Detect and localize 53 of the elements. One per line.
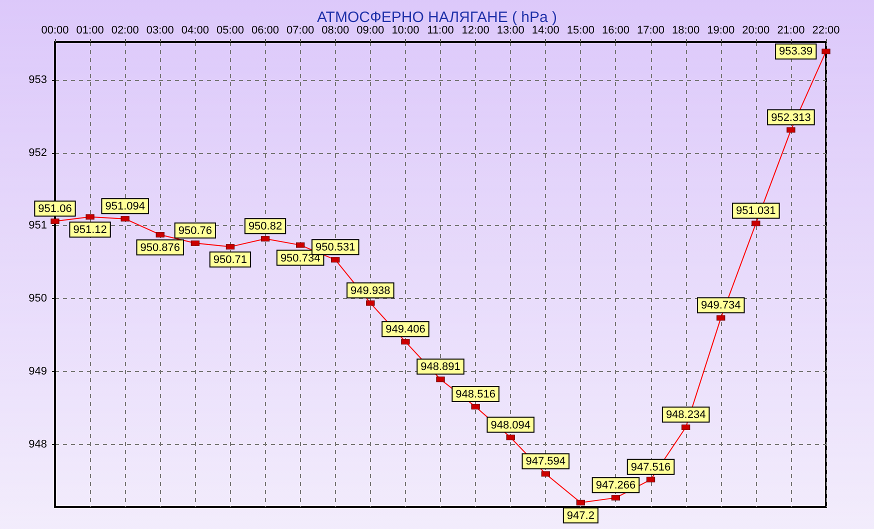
y-tick-label: 951	[28, 220, 47, 232]
data-label: 948.516	[456, 388, 496, 401]
x-tick-label: 02:00	[111, 24, 139, 36]
y-tick-label: 948	[28, 438, 47, 450]
data-label: 951.12	[73, 224, 107, 236]
data-label: 951.094	[105, 200, 145, 213]
data-label: 950.734	[280, 252, 320, 264]
x-tick-label: 06:00	[252, 24, 280, 36]
x-tick-label: 10:00	[392, 24, 420, 36]
data-label: 951.06	[38, 203, 72, 216]
y-tick-label: 953	[28, 74, 47, 86]
y-tick-label: 950	[28, 292, 47, 305]
data-label: 947.266	[596, 480, 636, 492]
x-tick-label: 15:00	[566, 24, 594, 36]
data-label: 949.734	[700, 300, 741, 312]
data-label: 952.313	[771, 112, 811, 124]
y-tick-label: 952	[28, 146, 47, 159]
x-tick-label: 03:00	[146, 24, 174, 36]
data-label: 949.938	[350, 284, 390, 297]
data-label: 950.76	[178, 224, 212, 237]
x-tick-label: 05:00	[216, 24, 244, 36]
x-tick-label: 22:00	[812, 24, 840, 36]
x-tick-label: 04:00	[181, 24, 209, 36]
x-tick-label: 12:00	[462, 24, 490, 36]
x-tick-label: 19:00	[707, 24, 735, 36]
y-tick-label: 949	[28, 365, 47, 378]
data-label: 947.594	[526, 456, 566, 468]
data-label: 947.516	[630, 461, 671, 474]
x-tick-label: 07:00	[286, 24, 314, 36]
data-label: 951.031	[736, 205, 776, 218]
x-tick-label: 20:00	[742, 24, 770, 36]
data-label: 950.876	[140, 242, 180, 254]
x-tick-label: 11:00	[427, 24, 454, 36]
data-label: 948.234	[666, 409, 706, 422]
x-tick-label: 16:00	[602, 24, 630, 36]
data-label: 950.71	[213, 254, 248, 266]
x-tick-label: 18:00	[672, 24, 700, 36]
x-tick-label: 14:00	[532, 24, 560, 36]
data-label: 950.531	[315, 242, 356, 254]
chart-title: АТМОСФЕРНО НАЛЯГАНЕ ( hPa )	[316, 9, 558, 26]
x-tick-label: 09:00	[356, 24, 384, 36]
data-label: 950.82	[248, 220, 282, 233]
x-tick-label: 08:00	[322, 24, 350, 36]
data-label: 948.094	[490, 419, 530, 432]
data-label: 953.39	[779, 45, 813, 58]
data-label: 949.406	[386, 324, 426, 336]
x-tick-label: 00:00	[41, 24, 69, 36]
x-tick-label: 17:00	[637, 24, 665, 36]
x-tick-label: 21:00	[777, 24, 805, 36]
x-tick-label: 01:00	[76, 24, 104, 36]
data-label: 948.891	[420, 361, 460, 374]
data-label: 947.2	[566, 510, 594, 522]
x-tick-label: 13:00	[496, 24, 524, 36]
